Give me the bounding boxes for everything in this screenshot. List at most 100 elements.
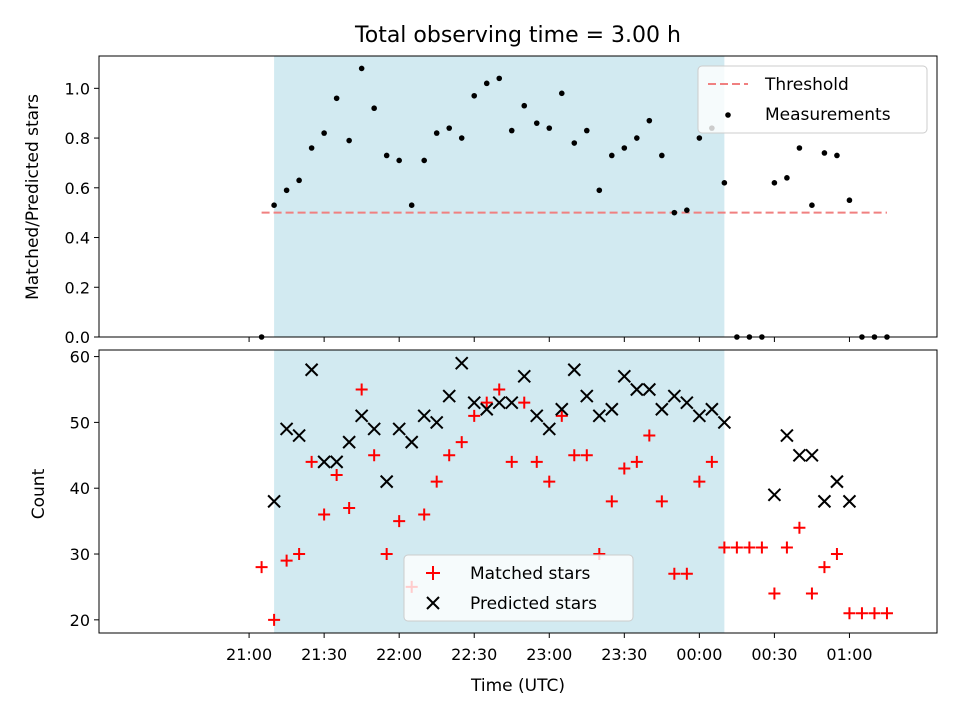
top-panel: 0.0 0.2 0.4 0.6 0.8 1.0 Matched/Predicted sta… xyxy=(23,55,938,347)
predicted-stars-point xyxy=(480,402,494,416)
predicted-stars-point xyxy=(329,455,344,469)
measurement-point xyxy=(333,95,340,102)
predicted-stars-point xyxy=(417,409,431,423)
measurement-point xyxy=(496,75,503,82)
top-y-axis-label: Matched/Predicted stars xyxy=(23,94,43,300)
top-legend-box xyxy=(697,65,928,134)
measurement-point xyxy=(508,127,515,134)
predicted-stars-point xyxy=(780,428,794,443)
matched-stars-point xyxy=(518,396,531,409)
y-tick-label: 50 xyxy=(70,413,90,432)
matched-stars-point xyxy=(355,383,368,396)
legend-predicted-label: Predicted stars xyxy=(470,594,597,614)
measurement-point xyxy=(696,135,703,141)
shaded-interval xyxy=(274,56,725,337)
matched-stars-point xyxy=(805,587,818,600)
measurement-point xyxy=(546,125,553,131)
measurement-point xyxy=(533,120,540,126)
x-tick-label: 00:30 xyxy=(751,645,797,664)
measurement-point xyxy=(433,130,440,136)
matched-stars-point xyxy=(755,541,768,554)
legend-matched-label: Matched stars xyxy=(470,564,590,584)
matched-stars-point xyxy=(730,541,743,554)
measurement-point xyxy=(659,152,665,159)
predicted-stars-point xyxy=(404,435,419,449)
predicted-stars-point xyxy=(467,395,481,410)
legend-threshold-label: Threshold xyxy=(764,75,849,95)
measurement-point xyxy=(721,180,728,186)
x-tick-label: 21:00 xyxy=(226,645,272,664)
measurement-point xyxy=(358,65,365,72)
measurement-point xyxy=(621,145,628,151)
bottom-legend-box xyxy=(403,554,634,622)
measurement-point xyxy=(283,187,290,194)
predicted-stars-point xyxy=(455,356,469,370)
measurement-point xyxy=(396,157,402,164)
matched-stars-series xyxy=(255,383,893,626)
matched-stars-point xyxy=(268,613,281,626)
matched-stars-point xyxy=(430,475,443,488)
matched-stars-point xyxy=(718,541,731,554)
predicted-stars-point xyxy=(842,494,857,509)
y-tick-label: 0.6 xyxy=(65,179,90,198)
x-tick-label: 22:00 xyxy=(376,645,422,664)
measurement-point xyxy=(671,209,678,216)
x-tick-label: 23:30 xyxy=(601,645,647,664)
predicted-stars-point xyxy=(354,409,369,423)
y-tick-label: 0.0 xyxy=(65,328,90,347)
matched-stars-point xyxy=(880,607,893,620)
predicted-stars-point xyxy=(342,435,356,449)
measurement-point xyxy=(571,140,578,146)
measurement-point xyxy=(271,202,277,209)
measurement-point xyxy=(446,125,453,131)
y-tick-label: 60 xyxy=(70,348,90,367)
matched-stars-point xyxy=(505,455,518,468)
measurement-point xyxy=(796,145,803,151)
measurement-point xyxy=(346,137,352,144)
y-tick-label: 1.0 xyxy=(65,79,90,98)
matched-stars-point xyxy=(693,475,706,488)
measurement-point xyxy=(834,152,840,159)
predicted-stars-point xyxy=(667,389,682,403)
predicted-stars-point xyxy=(617,369,632,384)
x-axis-label: Time (UTC) xyxy=(470,676,565,696)
matched-stars-point xyxy=(743,541,756,554)
x-tick-label: 01:00 xyxy=(826,645,872,664)
predicted-stars-point xyxy=(642,382,657,397)
predicted-stars-point xyxy=(767,488,782,502)
matched-stars-point xyxy=(455,436,468,449)
matched-stars-point xyxy=(643,429,656,442)
predicted-stars-point xyxy=(567,363,581,377)
matched-stars-point xyxy=(830,548,843,561)
matched-stars-point xyxy=(868,607,881,620)
predicted-stars-point xyxy=(805,448,819,463)
measurement-point xyxy=(809,202,815,209)
measurement-point xyxy=(583,127,590,134)
matched-stars-point xyxy=(493,383,506,396)
matched-stars-point xyxy=(418,508,431,521)
measurement-point xyxy=(846,197,853,204)
predicted-stars-point xyxy=(580,389,594,403)
measurement-point xyxy=(609,152,615,159)
matched-stars-point xyxy=(555,409,568,422)
matched-stars-point xyxy=(368,449,381,462)
predicted-stars-point xyxy=(592,409,607,423)
matched-stars-point xyxy=(330,469,343,482)
predicted-stars-point xyxy=(317,455,331,469)
legend-measurements-label: Measurements xyxy=(765,105,891,125)
matched-stars-point xyxy=(568,449,581,462)
measurement-point xyxy=(646,117,653,124)
y-tick-label: 0.8 xyxy=(65,129,90,148)
measurement-point xyxy=(558,90,565,97)
predicted-stars-point xyxy=(717,415,732,430)
bottom-y-axis-label: Count xyxy=(29,468,49,519)
predicted-stars-point xyxy=(705,402,719,416)
y-tick-label: 0.4 xyxy=(65,229,90,248)
predicted-stars-point xyxy=(292,428,306,443)
bottom-legend: Matched stars Predicted stars xyxy=(403,554,634,622)
matched-stars-point xyxy=(255,561,268,574)
predicted-stars-point xyxy=(304,363,319,377)
measurements-series xyxy=(258,65,890,340)
predicted-stars-point xyxy=(279,422,294,436)
